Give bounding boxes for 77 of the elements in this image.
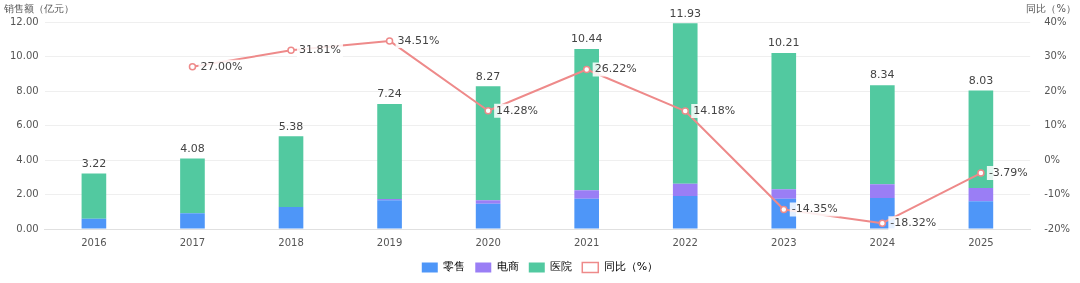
x-tick-label: 2021: [573, 236, 600, 248]
y2-tick-label: -20%: [1044, 222, 1071, 234]
bar: [377, 104, 402, 199]
x-tick-label: 2018: [278, 236, 304, 248]
bar: [968, 201, 994, 229]
point: [681, 107, 689, 115]
bar: [968, 187, 994, 202]
point: [878, 219, 887, 227]
total-label: 8.27: [475, 69, 501, 83]
point: [385, 37, 394, 45]
y-tick-label: 6.00: [16, 119, 39, 131]
point: [188, 63, 197, 71]
bar: [81, 173, 107, 219]
y2-axis-title: 同比（%）: [1026, 2, 1076, 14]
bar: [377, 200, 402, 229]
data-label: 14.28%: [496, 103, 539, 117]
bar: [870, 85, 895, 185]
total-label: 10.44: [570, 32, 603, 46]
data-label: 27.00%: [200, 59, 243, 73]
total-label: 3.22: [81, 156, 107, 170]
data-label: -18.32%: [890, 216, 937, 230]
bar: [574, 190, 599, 199]
legend-label: 同比（%）: [603, 260, 659, 274]
x-tick-label: 2023: [771, 236, 797, 248]
bar: [574, 198, 599, 229]
x-tick-label: 2025: [968, 236, 994, 248]
bar: [180, 213, 205, 229]
point: [287, 46, 295, 55]
y-axis-title: 销售额（亿元）: [3, 2, 74, 14]
y2-tick-label: 10%: [1044, 119, 1067, 131]
x-tick-label: 2016: [81, 236, 107, 248]
bar: [278, 206, 304, 229]
point: [484, 106, 492, 115]
x-tick-label: 2024: [869, 236, 896, 248]
bar: [180, 158, 205, 214]
total-label: 4.08: [180, 141, 205, 155]
total-label: 8.34: [870, 68, 895, 82]
total-label: 10.21: [768, 36, 800, 50]
point: [582, 65, 591, 74]
legend-label: 医院: [550, 260, 573, 274]
bar: [672, 183, 698, 196]
y2-tick-label: 20%: [1044, 84, 1067, 96]
y2-tick-label: 40%: [1044, 15, 1067, 27]
y-tick-label: 0.00: [16, 222, 39, 234]
data-label: 31.81%: [299, 43, 341, 57]
data-label: -3.79%: [988, 165, 1028, 179]
total-label: 8.03: [968, 73, 994, 87]
total-label: 11.93: [669, 6, 701, 20]
y2-tick-label: -10%: [1044, 188, 1071, 200]
y-tick-label: 10.00: [9, 50, 39, 62]
total-label: 7.24: [377, 87, 402, 101]
y-tick-label: 2.00: [16, 188, 39, 200]
y2-tick-label: 30%: [1044, 50, 1067, 62]
point: [977, 169, 985, 177]
y-tick-label: 12.00: [9, 15, 39, 27]
x-tick-label: 2017: [179, 236, 206, 248]
total-label: 5.38: [278, 119, 304, 133]
y-tick-label: 4.00: [16, 153, 39, 165]
legend-label: 电商: [496, 260, 519, 274]
y2-tick-label: 0%: [1044, 153, 1061, 165]
data-label: 14.18%: [693, 103, 736, 117]
bar: [672, 195, 698, 229]
bar: [278, 136, 304, 207]
bar: [81, 218, 107, 229]
bar: [771, 52, 797, 190]
legend-label: 零售: [443, 260, 466, 274]
data-label: 34.51%: [397, 33, 440, 47]
y-tick-label: 8.00: [16, 84, 39, 96]
x-tick-label: 2020: [475, 236, 501, 248]
x-tick-label: 2022: [672, 236, 698, 248]
bar: [870, 184, 895, 198]
data-label: 26.22%: [594, 62, 637, 76]
data-label: -14.35%: [791, 202, 838, 216]
bar: [475, 203, 501, 229]
bar: [771, 189, 797, 199]
bar: [475, 200, 501, 204]
x-tick-label: 2019: [376, 236, 403, 248]
